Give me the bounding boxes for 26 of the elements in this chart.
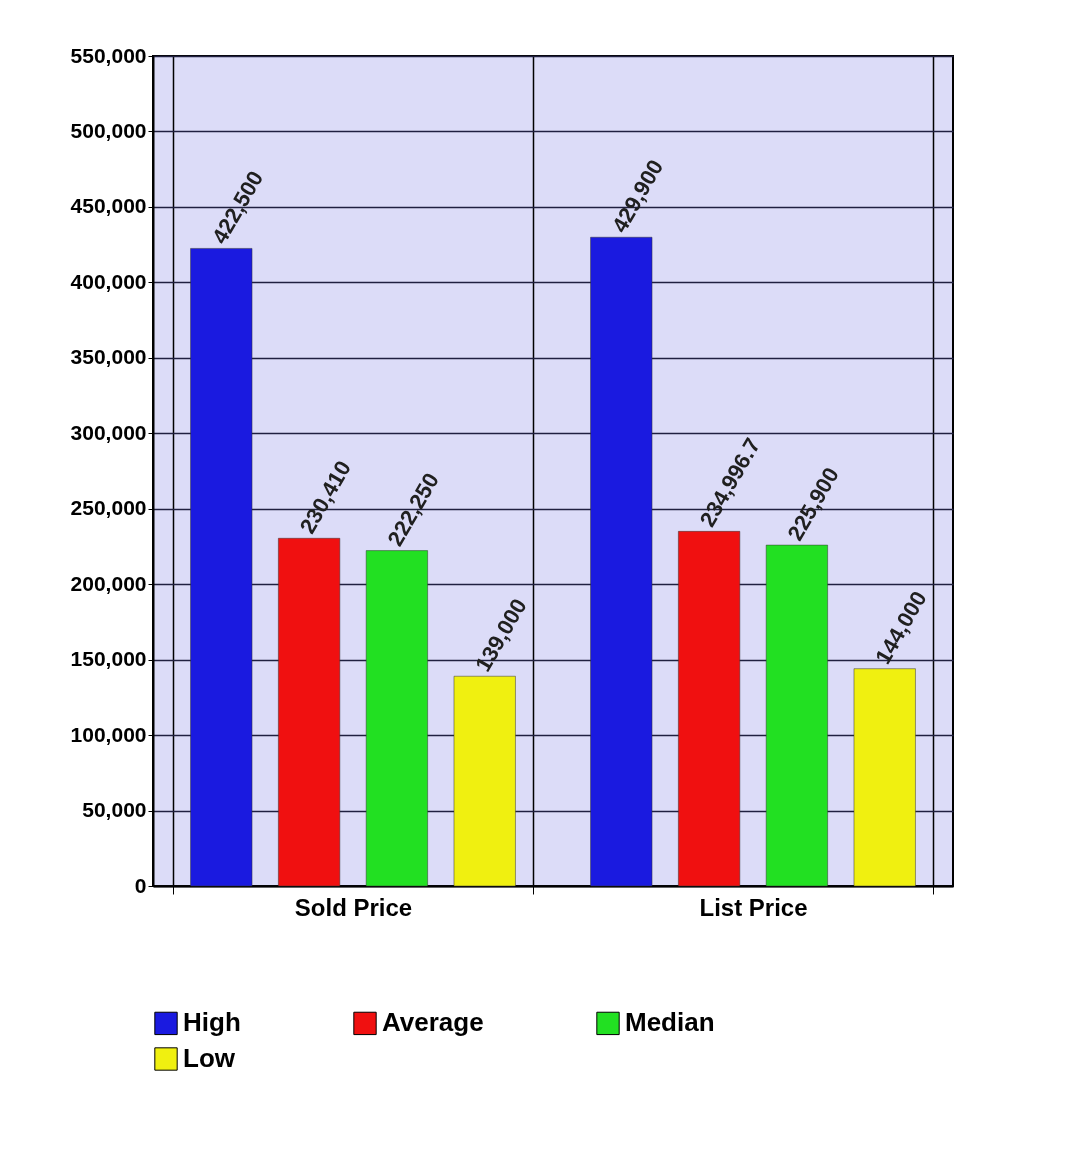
bar [365, 550, 428, 887]
bar [190, 248, 253, 887]
bar [765, 544, 828, 887]
y-tick-label: 50,000 [82, 798, 147, 822]
y-tick-label: 200,000 [70, 571, 147, 595]
legend-label: Average [382, 1007, 484, 1038]
x-tick-label: List Price [699, 893, 808, 921]
bar [590, 236, 653, 887]
y-tick-label: 550,000 [70, 43, 147, 67]
y-tick-label: 0 [134, 873, 147, 897]
y-tick-label: 250,000 [70, 496, 147, 520]
y-tick-label: 150,000 [70, 647, 147, 671]
legend-label: High [183, 1007, 241, 1038]
x-tick-label: Sold Price [294, 893, 413, 921]
legend-label: Median [625, 1007, 715, 1038]
y-tick-label: 300,000 [70, 420, 147, 444]
legend-label: Low [183, 1043, 236, 1073]
y-tick-label: 450,000 [70, 194, 147, 218]
y-tick-label: 500,000 [70, 118, 147, 142]
bar [278, 538, 341, 887]
y-tick-label: 100,000 [70, 722, 147, 746]
bar [853, 668, 916, 887]
y-tick-label: 350,000 [70, 345, 147, 369]
bar [678, 531, 741, 887]
bar [453, 675, 516, 887]
y-tick-label: 400,000 [70, 269, 147, 293]
